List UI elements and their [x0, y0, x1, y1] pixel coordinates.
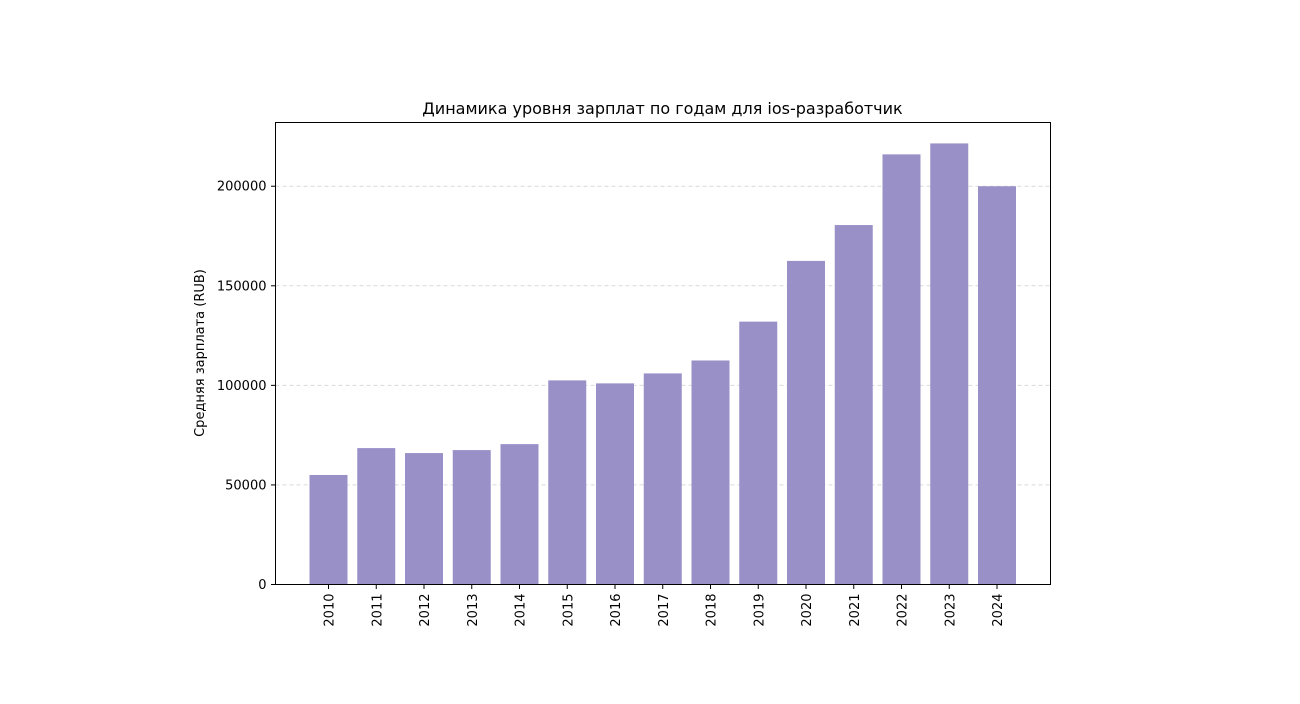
- bar-2019: [739, 321, 778, 585]
- x-tick-label: 2022: [896, 594, 911, 627]
- bar-2010: [309, 474, 348, 585]
- x-axis: 2010 2011 2012 2013 2014 2015 2016 2017 2018 2019…: [323, 584, 1006, 627]
- x-tick-label: 2013: [466, 594, 481, 627]
- x-tick-label: 2012: [418, 594, 433, 627]
- bar-2022: [882, 154, 921, 585]
- y-axis: 0 50000 100000 150000 200000: [217, 180, 276, 593]
- x-tick-label: 2010: [323, 594, 338, 627]
- x-tick-label: 2018: [705, 594, 720, 627]
- bar-2021: [834, 225, 873, 585]
- y-axis-label: Средняя зарплата (RUB): [193, 269, 208, 437]
- y-tick-label: 0: [258, 578, 266, 593]
- x-tick-label: 2023: [943, 594, 958, 627]
- y-tick-label: 50000: [225, 478, 266, 493]
- x-tick-label: 2017: [657, 594, 672, 627]
- bar-2016: [596, 383, 634, 585]
- x-tick-label: 2019: [752, 594, 767, 627]
- y-tick-label: 200000: [217, 180, 267, 195]
- x-tick-label: 2020: [800, 594, 815, 627]
- bar-2020: [787, 260, 825, 585]
- chart-title: Динамика уровня зарплат по годам для ios…: [422, 99, 903, 118]
- x-tick-label: 2014: [514, 594, 529, 627]
- bar-2024: [978, 186, 1016, 585]
- bar-2012: [405, 453, 443, 585]
- bars: [309, 143, 1016, 585]
- bar-2015: [548, 380, 587, 585]
- x-tick-label: 2011: [370, 594, 385, 627]
- x-tick-label: 2024: [991, 594, 1006, 627]
- x-tick-label: 2015: [561, 594, 576, 627]
- bar-2018: [691, 360, 730, 585]
- bar-2023: [930, 143, 969, 585]
- bar-2011: [357, 448, 396, 585]
- bar-2017: [643, 373, 682, 585]
- y-tick-label: 100000: [217, 379, 267, 394]
- bar-2014: [500, 444, 539, 585]
- x-tick-label: 2016: [609, 594, 624, 627]
- y-tick-label: 150000: [217, 279, 267, 294]
- bar-2013: [452, 450, 491, 585]
- x-tick-label: 2021: [848, 594, 863, 627]
